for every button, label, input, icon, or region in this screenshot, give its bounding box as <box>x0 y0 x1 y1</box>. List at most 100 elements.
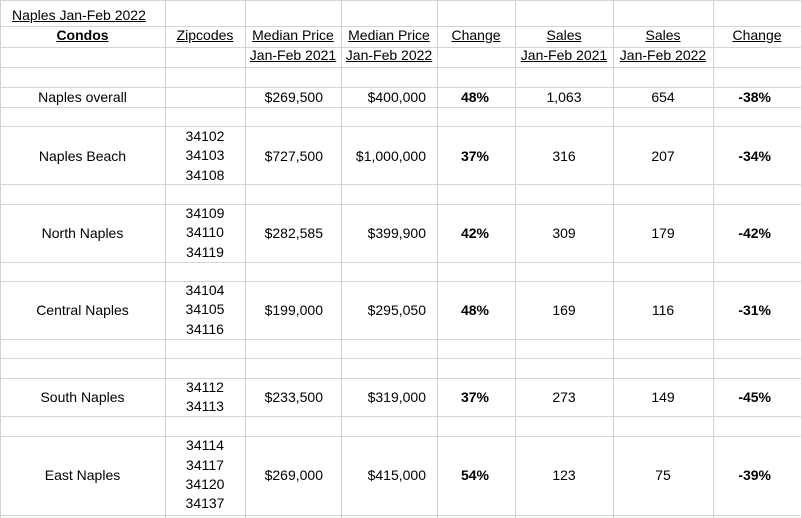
price-change-cell: 48% <box>460 301 489 318</box>
median-price-2022-cell: $295,050 <box>367 301 426 318</box>
zipcode: 34108 <box>185 166 225 183</box>
sales-2021-cell: 309 <box>552 224 576 241</box>
sales-2022-cell: 149 <box>651 388 675 405</box>
sales-change-cell: -42% <box>738 224 771 241</box>
area-cell: South Naples <box>40 388 125 405</box>
sales-change-cell: -31% <box>738 301 771 318</box>
grid-line <box>341 0 342 518</box>
grid-line <box>437 0 438 518</box>
grid-line <box>0 204 802 205</box>
grid-line <box>713 0 714 518</box>
header-median-price-2021: Median Price <box>252 27 334 43</box>
grid-line <box>0 515 802 516</box>
zipcode: 34114 <box>186 437 224 454</box>
grid-line <box>165 0 166 518</box>
grid-line <box>0 416 802 417</box>
header-sales-2022: Sales <box>645 27 681 43</box>
grid-line <box>515 0 516 518</box>
median-price-2022-cell: $319,000 <box>367 388 426 405</box>
zipcode: 34119 <box>186 243 224 260</box>
grid-line <box>0 436 802 437</box>
zipcodes-cell: 34109 34110 34119 <box>165 204 245 262</box>
median-price-2022-cell: $1,000,000 <box>355 147 426 164</box>
header-sales-2021: Sales <box>546 27 582 43</box>
median-price-2021-cell: $727,500 <box>264 147 323 164</box>
zipcode: 34120 <box>185 475 225 492</box>
sales-2021-cell: 1,063 <box>546 88 582 105</box>
zipcode: 34105 <box>185 301 225 318</box>
median-price-2021-cell: $199,000 <box>264 301 323 318</box>
zipcode: 34117 <box>186 456 224 473</box>
area-cell: Naples Beach <box>38 147 127 164</box>
sales-change-cell: -39% <box>738 466 771 483</box>
price-change-cell: 37% <box>460 388 489 405</box>
zipcodes-cell: 34102 34103 34108 <box>165 127 245 185</box>
header-median-price-2022: Median Price <box>348 27 430 43</box>
median-price-2022-cell: $400,000 <box>367 88 426 105</box>
area-cell: Central Naples <box>36 301 129 318</box>
header-zipcodes: Zipcodes <box>176 27 234 43</box>
sheet-title: Naples Jan-Feb 2022 <box>12 7 146 23</box>
area-cell: East Naples <box>44 466 121 483</box>
grid-line <box>0 26 802 27</box>
grid-line <box>613 0 614 518</box>
sales-change-cell: -38% <box>738 88 771 105</box>
area-cell: Naples overall <box>38 88 127 105</box>
grid-line <box>245 0 246 518</box>
median-price-2021-cell: $282,585 <box>264 224 323 241</box>
grid-line <box>0 126 802 127</box>
median-price-2022-cell: $415,000 <box>367 466 426 483</box>
sales-2021-cell: 123 <box>552 466 576 483</box>
header-sales-2021-period: Jan-Feb 2021 <box>520 47 608 63</box>
zipcode: 34110 <box>186 224 224 241</box>
grid-line <box>0 0 802 1</box>
median-price-2021-cell: $269,000 <box>264 466 323 483</box>
grid-line <box>0 358 802 359</box>
grid-line <box>0 378 802 379</box>
price-change-cell: 37% <box>460 147 489 164</box>
grid-line <box>0 184 802 185</box>
grid-line <box>0 262 802 263</box>
zipcode: 34109 <box>185 205 225 222</box>
zipcode: 34137 <box>185 495 225 512</box>
zipcode: 34102 <box>185 128 225 145</box>
header-median-price-2021-period: Jan-Feb 2021 <box>249 47 337 63</box>
header-sales-change: Change <box>732 27 782 43</box>
header-category: Condos <box>56 27 109 43</box>
sales-2022-cell: 75 <box>655 466 671 483</box>
zipcode: 34104 <box>185 282 225 299</box>
sales-change-cell: -45% <box>738 388 771 405</box>
sales-2022-cell: 116 <box>651 301 675 318</box>
grid-line <box>0 47 802 48</box>
median-price-2021-cell: $233,500 <box>264 388 323 405</box>
price-change-cell: 42% <box>460 224 489 241</box>
price-change-cell: 48% <box>460 88 489 105</box>
area-cell: North Naples <box>41 224 124 241</box>
sales-2022-cell: 179 <box>651 224 675 241</box>
median-price-2021-cell: $269,500 <box>264 88 323 105</box>
grid-line <box>0 339 802 340</box>
header-price-change: Change <box>451 27 501 43</box>
sales-2022-cell: 207 <box>651 147 675 164</box>
header-sales-2022-period: Jan-Feb 2022 <box>619 47 707 63</box>
grid-line <box>0 0 1 518</box>
grid-line <box>0 87 802 88</box>
grid-line <box>0 67 802 68</box>
sales-2021-cell: 169 <box>552 301 576 318</box>
zipcode: 34103 <box>185 147 225 164</box>
zipcodes-cell: 34112 34113 <box>165 378 245 417</box>
sales-2022-cell: 654 <box>651 88 675 105</box>
zipcode: 34113 <box>186 397 224 414</box>
sales-2021-cell: 273 <box>552 388 576 405</box>
header-median-price-2022-period: Jan-Feb 2022 <box>345 47 433 63</box>
grid-line <box>0 107 802 108</box>
zipcodes-cell: 34104 34105 34116 <box>165 281 245 339</box>
zipcode: 34112 <box>186 378 224 395</box>
sales-2021-cell: 316 <box>552 147 576 164</box>
sales-change-cell: -34% <box>738 147 771 164</box>
price-change-cell: 54% <box>460 466 489 483</box>
median-price-2022-cell: $399,900 <box>367 224 426 241</box>
zipcodes-cell: 34114 34117 34120 34137 <box>165 436 245 513</box>
grid-line <box>0 281 802 282</box>
